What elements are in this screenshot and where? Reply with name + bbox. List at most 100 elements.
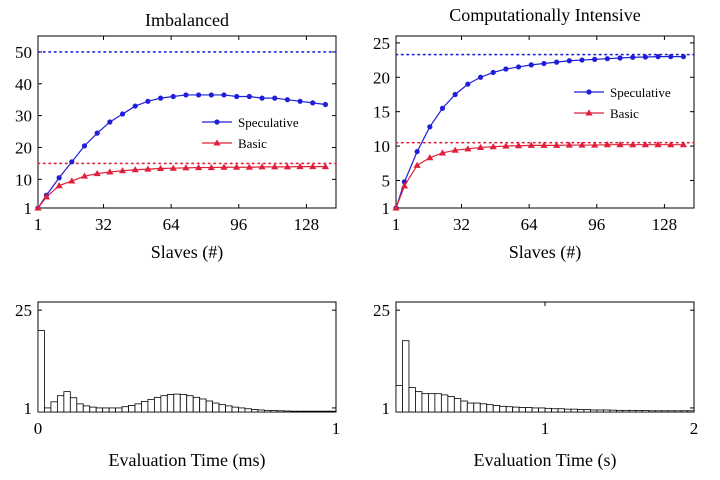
data-point xyxy=(207,163,215,171)
x-axis-label: Slaves (#) xyxy=(509,242,581,263)
histogram-bar xyxy=(231,406,239,413)
data-point xyxy=(233,163,241,170)
histogram-bar xyxy=(648,410,656,413)
legend: Speculative Basic xyxy=(202,115,299,151)
chart-title: Computationally Intensive xyxy=(449,5,640,25)
histogram-bar xyxy=(44,407,52,413)
histogram-bar xyxy=(635,410,643,413)
y-tick-label: 25 xyxy=(373,301,390,320)
legend: Speculative Basic xyxy=(574,85,671,121)
histogram-bar xyxy=(674,410,682,413)
data-point xyxy=(655,54,661,60)
histogram-bar xyxy=(186,395,194,413)
data-point xyxy=(107,119,113,125)
histogram-bar xyxy=(680,410,689,413)
data-point xyxy=(400,182,409,189)
histogram-bar xyxy=(309,410,317,413)
y-tick-label: 40 xyxy=(15,75,32,94)
y-tick-label: 1 xyxy=(382,399,391,418)
histogram-bar xyxy=(447,396,455,413)
histogram-bar xyxy=(466,402,475,413)
histogram-bar xyxy=(289,410,298,413)
x-tick-label: 32 xyxy=(95,215,112,234)
data-point xyxy=(490,69,496,76)
data-point xyxy=(617,55,623,61)
plot-frame xyxy=(37,35,337,209)
histogram-bar xyxy=(173,393,181,413)
histogram-bar xyxy=(95,407,104,413)
data-point xyxy=(604,56,610,62)
data-point xyxy=(196,92,202,98)
data-point xyxy=(283,163,291,170)
histogram-bar xyxy=(82,405,91,413)
data-point xyxy=(170,93,176,100)
histogram-bar xyxy=(108,407,116,413)
histogram-bar xyxy=(147,398,155,413)
y-tick-label: 10 xyxy=(15,170,32,189)
data-point xyxy=(616,141,624,148)
data-point xyxy=(438,149,447,156)
histogram-bar xyxy=(440,394,449,413)
histogram-bar xyxy=(421,393,429,413)
data-point xyxy=(565,141,573,148)
y-tick-label: 1 xyxy=(24,199,33,218)
histogram-bar xyxy=(199,398,207,413)
data-point xyxy=(654,141,662,148)
legend-marker xyxy=(586,89,592,95)
data-point xyxy=(426,154,434,161)
chart-title: Imbalanced xyxy=(145,10,229,30)
data-point xyxy=(310,100,316,106)
data-point xyxy=(118,167,127,174)
data-point xyxy=(272,95,278,101)
data-point xyxy=(34,204,42,211)
x-axis-label: Evaluation Time (ms) xyxy=(109,450,266,471)
data-point xyxy=(554,59,560,65)
data-point xyxy=(603,141,611,148)
legend-marker xyxy=(585,109,593,116)
histogram-bar xyxy=(121,406,129,413)
histogram-bar xyxy=(296,410,304,413)
histogram-bar xyxy=(499,405,507,413)
data-point xyxy=(208,92,214,98)
histogram-bar xyxy=(141,401,149,413)
legend-marker xyxy=(213,139,221,146)
series-line-basic xyxy=(37,165,326,209)
plot-frame xyxy=(395,35,695,209)
histogram-bar xyxy=(192,396,201,413)
histogram-bar xyxy=(590,409,598,413)
data-point xyxy=(641,141,649,148)
data-point xyxy=(271,163,279,170)
histogram-bar xyxy=(615,409,624,413)
y-tick-label: 1 xyxy=(24,399,33,418)
data-point xyxy=(592,56,598,62)
data-point xyxy=(502,142,510,149)
histogram-bar xyxy=(408,387,416,413)
histogram-bar xyxy=(56,395,65,413)
x-tick-label: 64 xyxy=(163,215,181,234)
histogram-bar xyxy=(115,407,123,413)
histogram-bar xyxy=(315,410,323,413)
data-point xyxy=(527,141,535,148)
y-tick-label: 25 xyxy=(373,34,390,53)
legend-marker xyxy=(214,119,220,125)
histogram-bar xyxy=(583,409,591,413)
x-tick-label: 0 xyxy=(34,419,43,438)
histogram-bar xyxy=(134,403,142,413)
legend-label: Speculative xyxy=(610,85,671,100)
y-tick-label: 10 xyxy=(373,137,390,156)
histogram-bar xyxy=(263,409,272,413)
histogram-bar xyxy=(460,400,468,413)
histogram-bar xyxy=(160,395,168,413)
histogram-bar xyxy=(238,407,246,413)
histogram-bar xyxy=(453,398,462,413)
data-point xyxy=(515,64,522,70)
data-point xyxy=(297,98,303,104)
histogram-bar xyxy=(628,409,637,413)
y-tick-label: 30 xyxy=(15,107,32,126)
data-point xyxy=(591,141,599,148)
histogram-bar xyxy=(257,409,265,413)
histogram-bar xyxy=(76,403,84,413)
data-point xyxy=(541,60,547,67)
data-point xyxy=(182,164,190,171)
